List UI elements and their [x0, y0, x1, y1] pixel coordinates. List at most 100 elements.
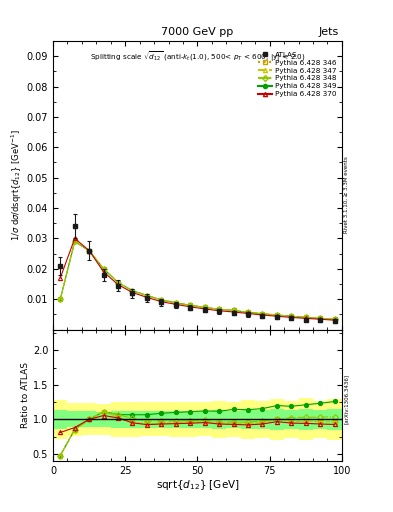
Text: 7000 GeV pp: 7000 GeV pp: [162, 27, 233, 37]
Pythia 6.428 370: [87, 247, 92, 253]
Pythia 6.428 370: [130, 289, 135, 295]
Pythia 6.428 348: [289, 313, 294, 319]
Pythia 6.428 347: [202, 304, 207, 310]
Pythia 6.428 346: [145, 292, 149, 298]
Pythia 6.428 346: [159, 297, 164, 303]
Pythia 6.428 348: [246, 309, 250, 315]
Pythia 6.428 370: [159, 298, 164, 305]
Pythia 6.428 346: [289, 313, 294, 319]
Pythia 6.428 370: [101, 269, 106, 275]
Pythia 6.428 346: [130, 288, 135, 294]
Pythia 6.428 370: [58, 275, 62, 281]
Pythia 6.428 347: [303, 314, 308, 321]
Pythia 6.428 370: [173, 301, 178, 307]
Pythia 6.428 348: [159, 297, 164, 303]
Pythia 6.428 346: [58, 296, 62, 302]
Pythia 6.428 348: [275, 312, 279, 318]
Pythia 6.428 349: [260, 311, 265, 317]
Pythia 6.428 348: [116, 280, 120, 286]
Pythia 6.428 370: [72, 236, 77, 242]
Pythia 6.428 370: [188, 304, 193, 310]
Text: Rivet 3.1.10, ≥ 3.3M events: Rivet 3.1.10, ≥ 3.3M events: [344, 156, 349, 233]
Pythia 6.428 349: [202, 304, 207, 310]
Pythia 6.428 349: [145, 292, 149, 298]
Pythia 6.428 370: [318, 316, 323, 323]
Pythia 6.428 346: [87, 247, 92, 253]
Pythia 6.428 347: [332, 316, 337, 323]
Pythia 6.428 346: [116, 280, 120, 286]
Pythia 6.428 346: [72, 239, 77, 245]
Pythia 6.428 347: [72, 239, 77, 245]
Pythia 6.428 346: [101, 266, 106, 272]
Text: Splitting scale $\sqrt{d_{12}}$ (anti-$k_t$(1.0), 500< $p_T$ < 600, |y| < 2.0): Splitting scale $\sqrt{d_{12}}$ (anti-$k…: [90, 50, 305, 64]
Pythia 6.428 349: [217, 306, 222, 312]
Pythia 6.428 370: [217, 308, 222, 314]
Pythia 6.428 349: [101, 266, 106, 272]
Pythia 6.428 370: [260, 312, 265, 318]
Pythia 6.428 370: [289, 314, 294, 321]
Pythia 6.428 348: [217, 306, 222, 312]
Pythia 6.428 348: [145, 292, 149, 298]
Pythia 6.428 346: [318, 315, 323, 322]
Pythia 6.428 347: [145, 292, 149, 298]
Pythia 6.428 348: [72, 239, 77, 245]
Pythia 6.428 347: [289, 313, 294, 319]
Pythia 6.428 349: [159, 297, 164, 303]
Pythia 6.428 347: [260, 311, 265, 317]
Pythia 6.428 348: [303, 314, 308, 321]
Pythia 6.428 349: [332, 316, 337, 323]
Pythia 6.428 347: [246, 309, 250, 315]
Pythia 6.428 347: [275, 312, 279, 318]
Pythia 6.428 346: [173, 300, 178, 306]
Pythia 6.428 347: [101, 266, 106, 272]
Pythia 6.428 348: [332, 316, 337, 323]
Pythia 6.428 346: [260, 311, 265, 317]
Pythia 6.428 349: [231, 307, 236, 313]
Pythia 6.428 346: [202, 304, 207, 310]
Line: Pythia 6.428 348: Pythia 6.428 348: [58, 240, 337, 322]
Pythia 6.428 348: [260, 311, 265, 317]
Pythia 6.428 349: [173, 300, 178, 306]
Pythia 6.428 370: [231, 309, 236, 315]
Pythia 6.428 347: [217, 306, 222, 312]
Pythia 6.428 348: [58, 296, 62, 302]
Pythia 6.428 346: [275, 312, 279, 318]
Pythia 6.428 349: [188, 302, 193, 308]
Pythia 6.428 349: [58, 296, 62, 302]
Pythia 6.428 370: [303, 315, 308, 322]
Line: Pythia 6.428 370: Pythia 6.428 370: [58, 237, 337, 322]
Pythia 6.428 348: [173, 300, 178, 306]
Line: Pythia 6.428 347: Pythia 6.428 347: [58, 240, 337, 322]
Pythia 6.428 349: [318, 315, 323, 322]
Pythia 6.428 370: [145, 294, 149, 301]
Pythia 6.428 370: [116, 282, 120, 288]
Pythia 6.428 349: [289, 313, 294, 319]
Pythia 6.428 347: [116, 280, 120, 286]
Pythia 6.428 349: [303, 314, 308, 321]
Pythia 6.428 370: [275, 313, 279, 319]
Pythia 6.428 349: [116, 280, 120, 286]
Pythia 6.428 348: [188, 302, 193, 308]
Y-axis label: Ratio to ATLAS: Ratio to ATLAS: [21, 362, 30, 428]
Pythia 6.428 347: [58, 296, 62, 302]
Pythia 6.428 348: [87, 247, 92, 253]
Pythia 6.428 348: [130, 288, 135, 294]
Pythia 6.428 347: [318, 315, 323, 322]
Pythia 6.428 347: [87, 247, 92, 253]
Pythia 6.428 347: [231, 307, 236, 313]
X-axis label: sqrt{$d_{12}$} [GeV]: sqrt{$d_{12}$} [GeV]: [156, 478, 239, 493]
Line: Pythia 6.428 349: Pythia 6.428 349: [58, 240, 337, 322]
Pythia 6.428 349: [275, 312, 279, 318]
Pythia 6.428 348: [202, 304, 207, 310]
Pythia 6.428 347: [173, 300, 178, 306]
Line: Pythia 6.428 346: Pythia 6.428 346: [58, 240, 337, 322]
Pythia 6.428 348: [318, 315, 323, 322]
Pythia 6.428 347: [188, 302, 193, 308]
Pythia 6.428 349: [130, 288, 135, 294]
Pythia 6.428 346: [231, 307, 236, 313]
Pythia 6.428 347: [130, 288, 135, 294]
Pythia 6.428 346: [332, 316, 337, 323]
Pythia 6.428 349: [87, 247, 92, 253]
Legend: ATLAS, Pythia 6.428 346, Pythia 6.428 347, Pythia 6.428 348, Pythia 6.428 349, P: ATLAS, Pythia 6.428 346, Pythia 6.428 34…: [257, 50, 338, 99]
Pythia 6.428 370: [246, 310, 250, 316]
